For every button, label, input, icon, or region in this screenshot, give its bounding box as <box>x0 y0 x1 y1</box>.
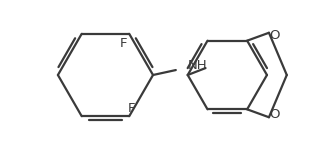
Text: F: F <box>128 102 135 115</box>
Text: O: O <box>270 29 280 42</box>
Text: O: O <box>270 108 280 121</box>
Text: F: F <box>119 37 127 50</box>
Text: NH: NH <box>188 59 207 72</box>
